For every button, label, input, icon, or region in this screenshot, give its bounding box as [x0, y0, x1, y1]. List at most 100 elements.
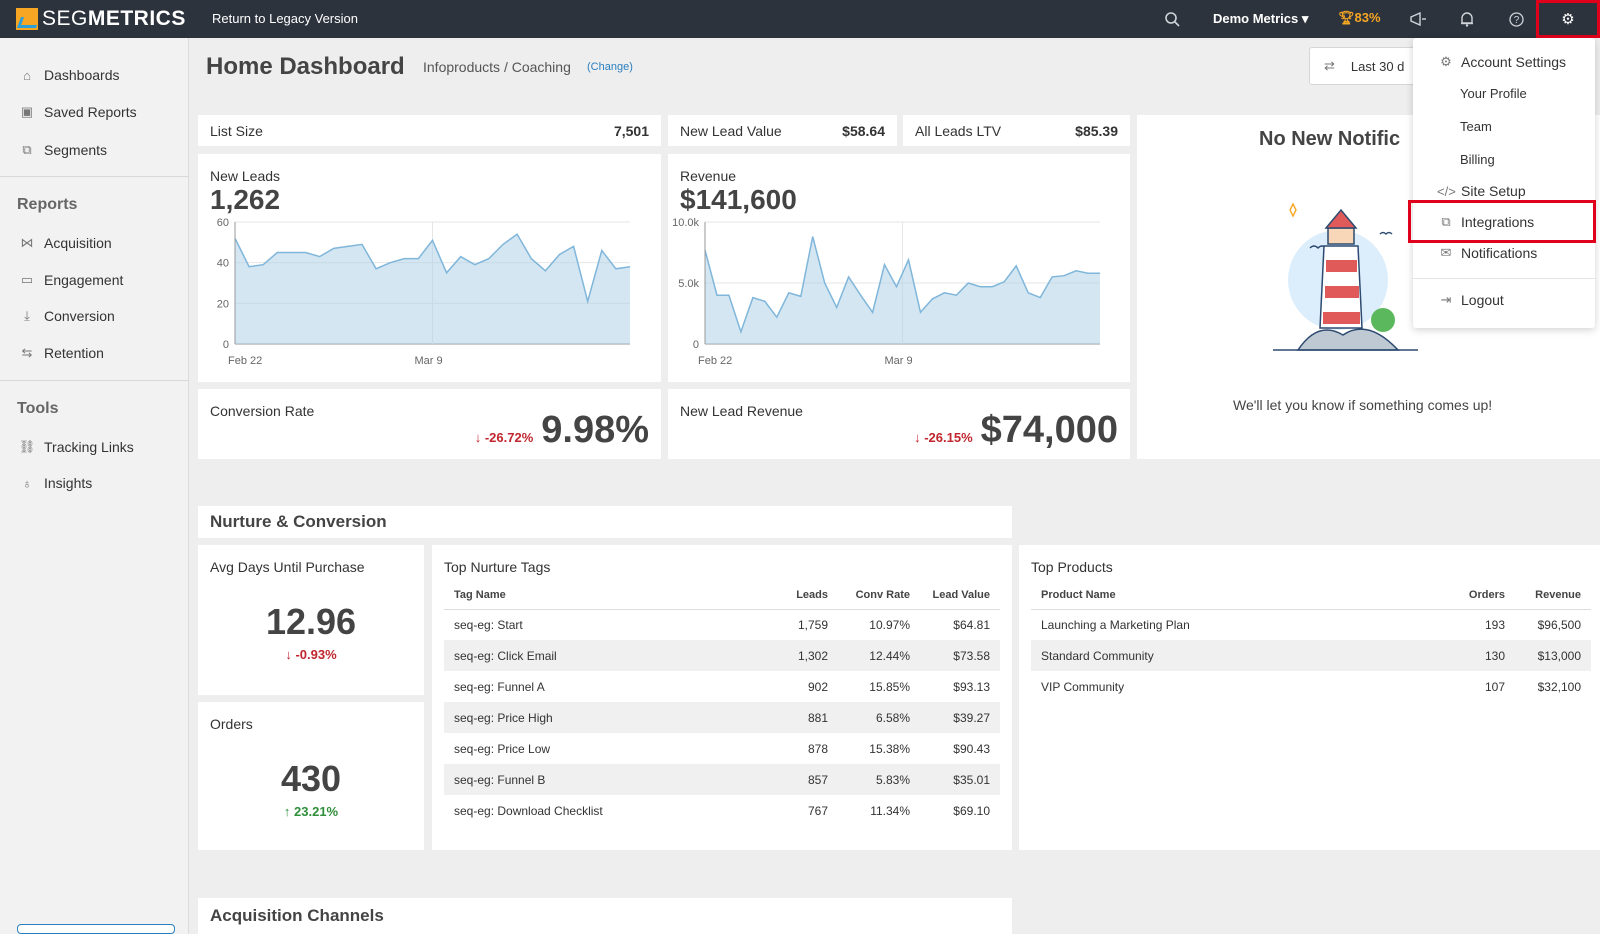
column-header[interactable]: Leads: [778, 581, 838, 610]
puzzle-icon: ⧉: [22, 142, 32, 157]
table-cell: $64.81: [953, 617, 990, 632]
top-products-table: Product Name Orders Revenue Launching a …: [1031, 581, 1591, 702]
menu-item-integrations[interactable]: ⧉ Integrations: [1437, 214, 1534, 230]
notifications-empty-message: We'll let you know if something comes up…: [1233, 397, 1493, 413]
orders-card: Orders 430 ↑ 23.21%: [198, 702, 424, 850]
stat-value: $141,600: [680, 184, 797, 215]
sidebar-item-dashboards[interactable]: ⌂ Dashboards: [18, 67, 119, 83]
table-cell: 902: [807, 679, 828, 694]
series-line: [704, 236, 1100, 335]
logout-icon: ⇥: [1440, 292, 1452, 307]
table-cell: $73.58: [920, 640, 1000, 671]
sidebar: ⌂ Dashboards ▣ Saved Reports ⧉ Segments …: [0, 38, 189, 934]
date-range-label: Last 30 d: [1350, 58, 1405, 74]
revenue-card: Revenue $141,600 10.0k 5.0k 0 Feb 22 Mar 9: [668, 154, 1130, 382]
sidebar-item-retention[interactable]: ⇆ Retention: [18, 345, 104, 361]
table-row: seq-eg: Download Checklist 767 11.34% $69.1…: [444, 795, 1000, 826]
sidebar-item-segments[interactable]: ⧉ Segments: [18, 142, 107, 158]
y-tick-label: 0: [693, 339, 699, 351]
megaphone-icon[interactable]: [1400, 0, 1436, 38]
sidebar-item-label: Acquisition: [44, 235, 112, 251]
account-menu-dropdown[interactable]: Demo Metrics ▾: [1213, 11, 1308, 27]
search-icon[interactable]: [1154, 0, 1190, 38]
table-row: VIP Community 107 $32,100: [1031, 671, 1591, 702]
table-cell: 1,759: [797, 617, 828, 632]
column-header[interactable]: Revenue: [1515, 581, 1591, 610]
table-row: seq-eg: Price Low 878 15.38% $90.43: [444, 733, 1000, 764]
sidebar-divider: [0, 176, 189, 177]
share-icon: ⋈: [20, 235, 34, 250]
column-header[interactable]: Tag Name: [444, 581, 778, 610]
sidebar-item-insights[interactable]: ♁ Insights: [18, 475, 92, 491]
sidebar-item-saved-reports[interactable]: ▣ Saved Reports: [18, 104, 137, 120]
menu-item-label: Notifications: [1461, 245, 1538, 261]
sidebar-bottom-button[interactable]: [17, 924, 175, 934]
sidebar-item-label: Insights: [44, 475, 93, 491]
sidebar-item-tracking-links[interactable]: ⛓ Tracking Links: [18, 439, 134, 455]
table-cell: 767: [807, 803, 828, 818]
table-header-row: Tag Name Leads Conv Rate Lead Value: [444, 581, 1000, 610]
stat-label: List Size: [210, 123, 263, 139]
table-cell: Launching a Marketing Plan: [1041, 617, 1190, 632]
stat-change: -26.72%: [484, 430, 534, 445]
x-tick-label: Feb 22: [228, 355, 262, 367]
help-icon[interactable]: ?: [1498, 0, 1534, 38]
return-to-legacy-link[interactable]: Return to Legacy Version: [212, 11, 358, 26]
column-header[interactable]: Product Name: [1031, 581, 1453, 610]
menu-item-team[interactable]: Team: [1460, 119, 1492, 134]
table-cell: 15.85%: [869, 679, 910, 694]
change-category-link[interactable]: (Change): [587, 61, 633, 73]
stat-value: $85.39: [1075, 123, 1118, 139]
menu-item-site-setup[interactable]: </> Site Setup: [1437, 183, 1526, 199]
table-cell: $13,000: [1515, 640, 1591, 671]
all-leads-ltv-card: All Leads LTV $85.39: [903, 115, 1130, 146]
logo-icon: [16, 8, 38, 30]
score-badge[interactable]: 🏆︎83%: [1338, 10, 1381, 26]
table-cell: 15.38%: [869, 741, 910, 756]
column-header[interactable]: Conv Rate: [838, 581, 920, 610]
menu-item-logout[interactable]: ⇥ Logout: [1437, 292, 1504, 308]
home-icon: ⌂: [23, 67, 31, 83]
y-tick-label: 60: [217, 217, 229, 229]
stat-label: Revenue: [680, 168, 737, 184]
table-cell: Standard Community: [1031, 640, 1453, 671]
sidebar-item-label: Retention: [44, 345, 104, 361]
table-cell: 5.83%: [838, 764, 920, 795]
logo-prefix: SEG: [42, 7, 88, 30]
new-leads-card: New Leads 1,262 60 40 20 0 Feb 22 Mar 9: [198, 154, 661, 382]
gears-icon: ⚙: [1440, 54, 1452, 69]
menu-item-your-profile[interactable]: Your Profile: [1460, 86, 1527, 101]
repeat-icon: ⇄: [1324, 58, 1335, 73]
menu-item-notifications[interactable]: ✉ Notifications: [1437, 245, 1538, 261]
change-down-indicator: ↓ -0.93%: [285, 647, 337, 662]
settings-dropdown-menu: ⚙ Account Settings Your Profile Team Bil…: [1413, 38, 1595, 328]
nurture-tags-table: Tag Name Leads Conv Rate Lead Value seq-…: [444, 581, 1000, 826]
bell-icon[interactable]: [1449, 0, 1485, 38]
table-cell: 11.34%: [870, 803, 910, 818]
svg-text:?: ?: [1513, 15, 1519, 26]
table-cell: $69.10: [953, 803, 990, 818]
table-row: Launching a Marketing Plan 193 $96,500: [1031, 609, 1591, 640]
stat-value: 1,262: [210, 184, 281, 215]
sidebar-heading-reports: Reports: [17, 196, 78, 213]
card-title: Top Products: [1031, 559, 1113, 575]
table-header-row: Product Name Orders Revenue: [1031, 581, 1591, 610]
account-menu-label: Demo Metrics: [1213, 11, 1299, 26]
conversion-rate-card: Conversion Rate ↓ -26.72% 9.98%: [198, 389, 661, 459]
table-cell: seq-eg: Funnel A: [454, 679, 545, 694]
x-tick-label: Feb 22: [698, 355, 732, 367]
stat-label: All Leads LTV: [915, 123, 1002, 139]
sidebar-item-conversion[interactable]: ⤓ Conversion: [18, 308, 115, 324]
menu-item-billing[interactable]: Billing: [1460, 152, 1495, 167]
link-icon: ⛓: [18, 439, 36, 454]
segmetrics-logo[interactable]: SEGMETRICS: [16, 7, 186, 31]
menu-item-account-settings[interactable]: ⚙ Account Settings: [1437, 54, 1566, 70]
notifications-title: No New Notific: [1259, 128, 1401, 150]
column-header[interactable]: Orders: [1453, 581, 1515, 610]
table-row: seq-eg: Click Email 1,302 12.44% $73.58: [444, 640, 1000, 671]
x-tick-label: Mar 9: [885, 355, 913, 367]
sidebar-item-engagement[interactable]: ▭ Engagement: [18, 272, 124, 288]
settings-gear-button[interactable]: ⚙: [1536, 0, 1600, 38]
sidebar-item-acquisition[interactable]: ⋈ Acquisition: [18, 235, 112, 251]
column-header[interactable]: Lead Value: [920, 581, 1000, 610]
